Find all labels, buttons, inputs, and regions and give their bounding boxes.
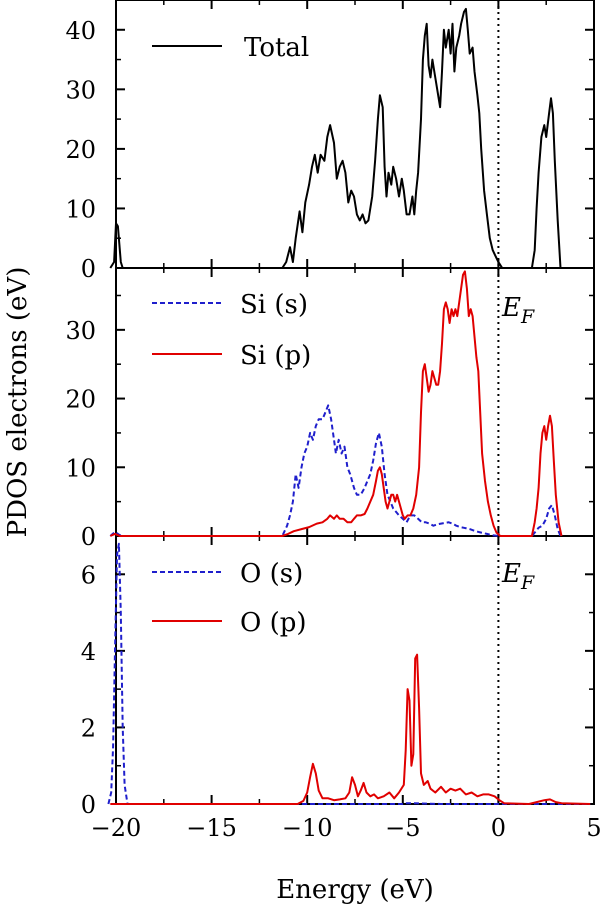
fermi-label-bottom: EF [501,559,535,594]
x-tick-label: −5 [385,814,420,842]
x-tick-label: −15 [186,814,237,842]
fermi-label-bottom-sub: F [520,572,535,594]
data-series [107,7,591,805]
legend-label-si-p: Si (p) [240,341,311,371]
x-tick-label: −20 [91,814,142,842]
x-tick-label: −10 [282,814,333,842]
y-tick-label-bottom: 6 [81,561,96,589]
tick-labels: 0 10 20 30 40 0 10 20 30 0 2 4 6 −20 −15 −10 −5 0 5 [65,17,600,842]
x-tick-label: 0 [491,814,506,842]
y-tick-label-middle: 10 [65,454,96,482]
y-tick-label-top: 20 [65,136,96,164]
panel-top-frame [115,0,595,269]
x-tick-label: 5 [586,814,600,842]
series-line-top-0 [109,7,562,269]
y-axis-title: PDOS electrons (eV) [3,267,33,538]
fermi-label-middle: EF [501,293,535,328]
y-tick-label-bottom: 4 [81,638,96,666]
series-line-bottom-0 [107,542,591,805]
series-line-middle-1 [109,270,563,537]
y-tick-label-middle: 30 [65,317,96,345]
legend-label-si-s: Si (s) [240,290,308,320]
fermi-label-bottom-main: E [501,559,521,589]
y-tick-label-top: 40 [65,17,96,45]
x-axis-title: Energy (eV) [276,875,434,905]
legend-label-o-p: O (p) [240,608,307,638]
fermi-label-middle-main: E [501,293,521,323]
series-line-bottom-1 [110,653,591,805]
axis-ticks [115,0,595,805]
y-tick-label-top: 10 [65,195,96,223]
y-tick-label-middle: 20 [65,386,96,414]
fermi-label-middle-sub: F [520,306,535,328]
y-tick-label-middle: 0 [81,523,96,551]
legend-label-total: Total [244,33,309,63]
y-tick-label-top: 30 [65,76,96,104]
y-tick-label-bottom: 0 [81,791,96,819]
y-tick-label-bottom: 2 [81,714,96,742]
y-tick-label-top: 0 [81,255,96,283]
legend-label-o-s: O (s) [240,559,303,589]
series-line-middle-0 [109,404,562,537]
